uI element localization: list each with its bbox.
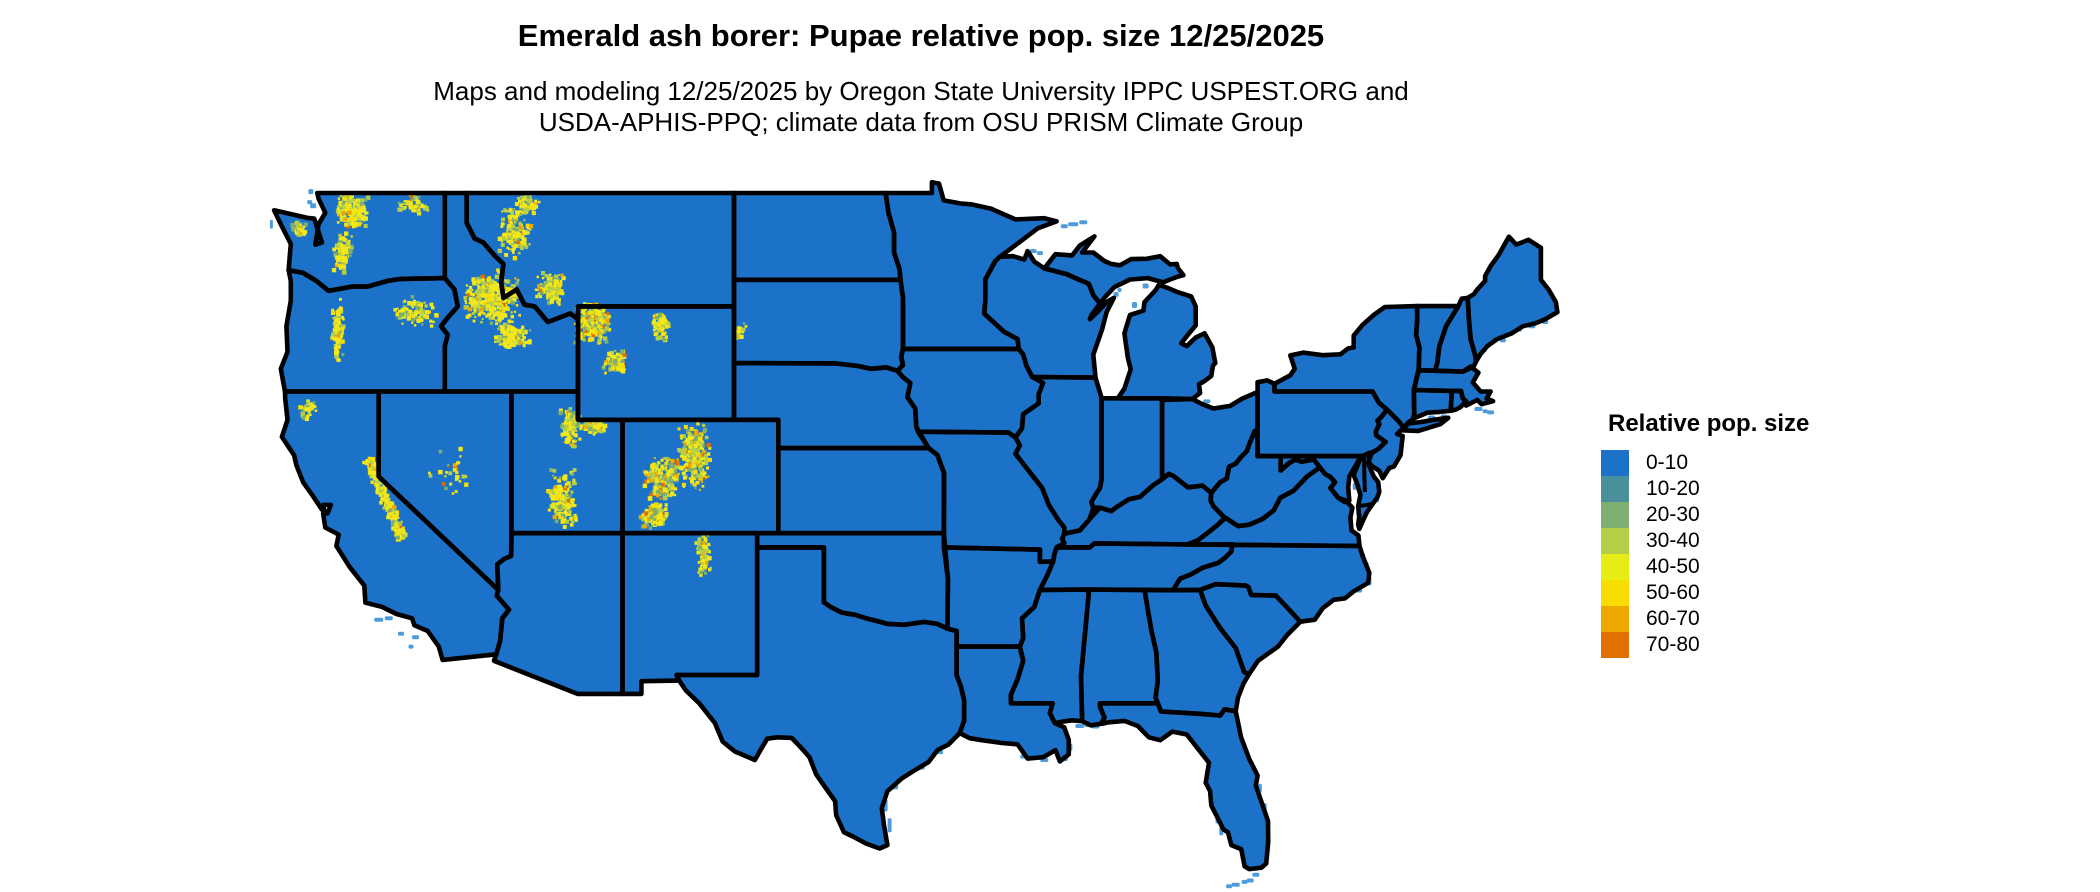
legend-swatch [1601,580,1629,606]
hotspot-co-san-juan [638,502,669,530]
state-arkansas [943,547,1054,647]
legend-row: 10-20 [1601,476,1809,502]
state-south-dakota [734,279,903,371]
legend-items: 0-10 10-20 20-30 30-40 40-50 50-60 60-70 70-80 [1601,450,1809,658]
legend-swatch [1601,606,1629,632]
state-oklahoma [757,533,948,629]
state-missouri [918,431,1065,562]
state-north-carolina [1173,544,1370,622]
hotspot-nv-scattered [428,446,469,495]
state-washington [274,193,445,291]
state-south-carolina [1200,584,1301,675]
figure-subtitle-line2: USDA-APHIS-PPQ; climate data from OSU PR… [538,107,1304,137]
state-rhode-island [1450,390,1467,411]
legend-row: 0-10 [1601,450,1809,476]
legend-swatch [1601,632,1629,658]
legend-label: 30-40 [1646,529,1700,552]
state-illinois [1015,377,1102,534]
hotspot-id-central [463,268,521,325]
legend-swatch [1601,502,1629,528]
legend-swatch [1601,450,1629,476]
legend-row: 30-40 [1601,528,1809,554]
legend-label: 10-20 [1646,477,1700,500]
hotspot-ca-sierra-nevada [362,456,408,542]
state-alabama [1081,589,1158,726]
legend-label: 70-80 [1646,633,1700,656]
legend-title: Relative pop. size [1608,410,1810,437]
legend-row: 50-60 [1601,580,1809,606]
state-kentucky [1056,473,1225,548]
state-north-dakota [734,193,901,280]
legend-row: 40-50 [1601,554,1809,580]
state-kansas [778,448,945,534]
hotspot-co-elk-sawatch [642,456,680,501]
legend-label: 40-50 [1646,555,1700,578]
state-new-mexico [622,533,758,694]
map-legend: Relative pop. size 0-10 10-20 20-30 30-40 40… [1601,410,1809,658]
hotspot-wa-olympics [290,220,308,237]
state-minnesota [885,182,1057,349]
state-montana [466,193,734,322]
state-nebraska [734,363,929,449]
hotspot-wy-bighorn [651,312,671,343]
figure-subtitle: Maps and modeling 12/25/2025 by Oregon S… [0,76,1842,138]
state-nevada [378,391,512,590]
hotspot-mt-glacier [514,194,541,216]
state-wyoming [578,306,734,420]
state-new-york [1274,306,1420,428]
figure-title: Emerald ash borer: Pupae relative pop. s… [517,18,1325,53]
hotspot-id-sawtooth [494,320,532,349]
state-tennessee [1039,543,1233,591]
hotspot-ut-south-plateaus [546,468,578,529]
legend-label: 60-70 [1646,607,1700,630]
hotspot-or-cascades [330,297,346,362]
population-hotspot-speckles [290,192,748,577]
legend-swatch [1601,528,1629,554]
state-maryland [1280,456,1363,502]
figure-subtitle-line1: Maps and modeling 12/25/2025 by Oregon S… [433,76,1409,106]
state-idaho [441,193,578,392]
state-indiana [1091,398,1163,512]
legend-swatch [1601,554,1629,580]
hotspot-co-front-range [677,422,712,491]
legend-row: 20-30 [1601,502,1809,528]
state-michigan-upper [1044,236,1184,304]
hotspot-mt-southwest [534,271,566,306]
state-texas [676,547,965,849]
hotspot-wy-wind-river [601,349,627,375]
hotspot-or-blue-mountains [393,295,439,328]
hotspot-ca-klamath [298,399,318,421]
state-virginia [1187,467,1360,546]
legend-label: 50-60 [1646,581,1700,604]
legend-label: 0-10 [1646,451,1689,474]
state-new-hampshire [1435,297,1477,372]
hotspot-wa-north-cascades [335,192,371,229]
state-massachusetts [1413,366,1494,406]
hotspot-ut-wasatch [558,407,582,449]
state-ohio [1162,392,1258,493]
state-georgia [1144,589,1250,716]
hotspot-wa-south-cascades [331,231,354,275]
state-arizona [494,533,623,694]
legend-row: 70-80 [1601,632,1809,658]
state-florida [1100,703,1269,870]
state-mississippi [1010,589,1089,724]
state-pennsylvania [1257,380,1388,457]
state-borders [271,179,1560,872]
legend-swatch [1601,476,1629,502]
figure-header: Emerald ash borer: Pupae relative pop. s… [0,0,1842,138]
state-west-virginia [1210,430,1320,527]
legend-row: 60-70 [1601,606,1809,632]
state-iowa [897,348,1043,438]
state-maine [1467,236,1558,362]
hotspot-wa-northeast [397,193,430,216]
legend-label: 20-30 [1646,503,1700,526]
